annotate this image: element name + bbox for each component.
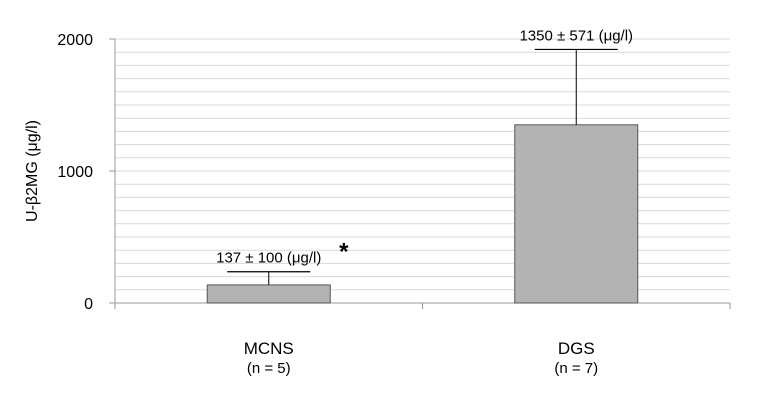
category-label-dgs: DGS (558, 339, 595, 358)
error-bars (227, 48, 618, 285)
bar-dgs (514, 124, 639, 304)
category-labels: MCNS (n = 5) DGS (n = 7) (244, 339, 598, 377)
data-labels: 137 ± 100 (μg/l) * 1350 ± 571 (μg/l) (216, 27, 633, 266)
category-label-mcns: MCNS (244, 339, 294, 358)
y-tick-label: 2000 (57, 32, 93, 49)
data-label-mcns: 137 ± 100 (μg/l) (216, 250, 321, 267)
data-label-dgs: 1350 ± 571 (μg/l) (519, 27, 633, 44)
bar-mcns (206, 284, 331, 304)
y-tick-label: 0 (84, 296, 93, 313)
category-sublabel-dgs: (n = 7) (554, 360, 598, 377)
category-sublabel-mcns: (n = 5) (247, 360, 291, 377)
y-tick-label: 1000 (57, 164, 93, 181)
y-ticks: 0 1000 2000 (57, 32, 115, 313)
significance-asterisk: * (339, 239, 349, 266)
y-axis-title: U-β2MG (μg/l) (24, 120, 41, 222)
bars (206, 124, 639, 304)
